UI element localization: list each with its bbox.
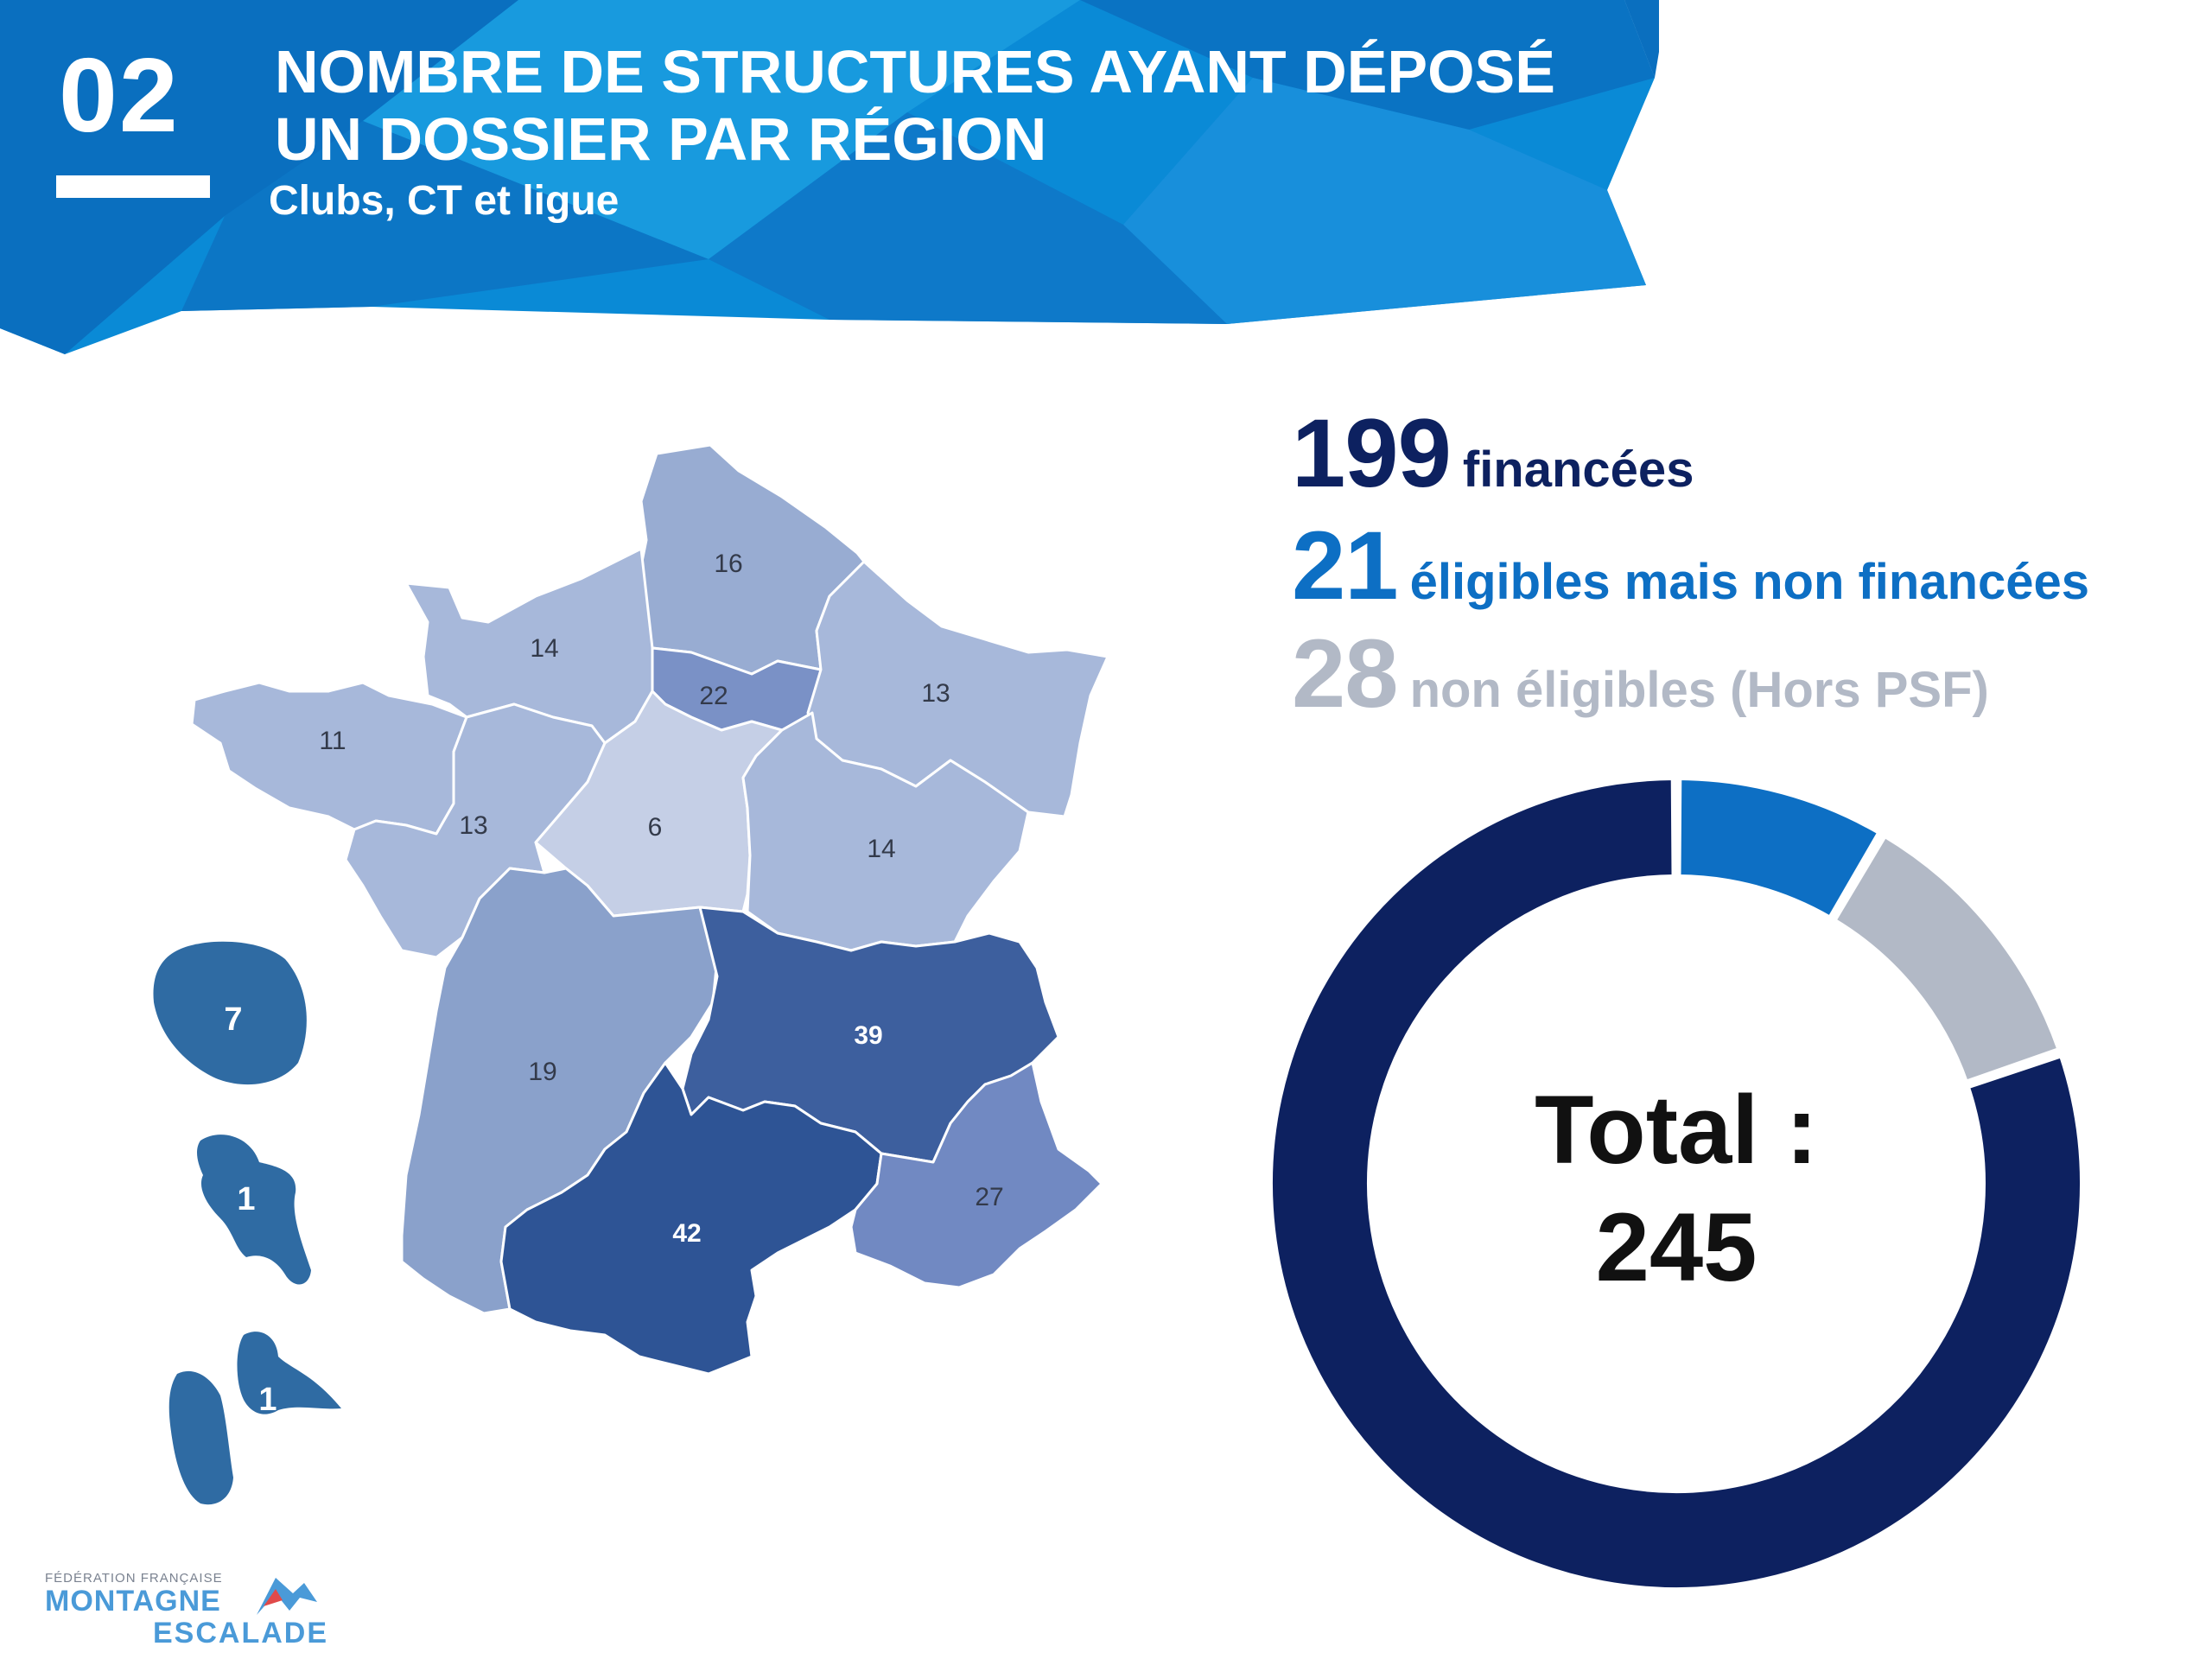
region-occitanie — [499, 1061, 883, 1376]
section-number: 02 — [59, 36, 180, 154]
stat-eligible-not-financed: 21 éligibles mais non financées — [1292, 510, 2089, 621]
donut-chart — [1268, 774, 2085, 1592]
map-label-provence-alpes-cote-dazur: 27 — [975, 1183, 1003, 1211]
section-rule — [56, 175, 210, 198]
stat-not-eligible-number: 28 — [1292, 620, 1399, 728]
map-label-occitanie: 42 — [672, 1219, 701, 1248]
map-label-bretagne: 11 — [319, 727, 346, 755]
overseas-regions — [153, 941, 341, 1505]
region-bretagne — [190, 681, 468, 836]
donut-slice-1 — [1830, 831, 2063, 1086]
stat-eligible-number: 21 — [1292, 512, 1399, 620]
map-label-centre-val-de-loire: 6 — [648, 813, 663, 842]
title-line-1: NOMBRE DE STRUCTURES AYANT DÉPOSÉ — [275, 38, 1555, 105]
donut-center-total: Total : 245 — [1417, 1071, 1936, 1306]
metropolitan-regions — [190, 443, 1109, 1376]
map-label-auvergne-rhone-alpes: 39 — [854, 1021, 882, 1050]
map-label-pays-de-la-loire: 13 — [459, 811, 487, 840]
map-label-nouvelle-aquitaine: 19 — [528, 1058, 556, 1086]
donut-total-label: Total : — [1535, 1076, 1818, 1184]
map-label-normandie: 14 — [530, 634, 558, 663]
logo-federation-text: FÉDÉRATION FRANÇAISE — [45, 1571, 223, 1586]
stat-financed-number: 199 — [1292, 399, 1452, 507]
map-label-bourgogne-franche-comte: 14 — [867, 835, 895, 863]
stat-not-eligible: 28 non éligibles (Hors PSF) — [1292, 618, 1989, 729]
stat-financed-label: financées — [1462, 442, 1694, 498]
donut-total-value: 245 — [1595, 1193, 1758, 1301]
map-label-martinique: 1 — [237, 1181, 255, 1217]
stat-not-eligible-label: non éligibles (Hors PSF) — [1409, 662, 1989, 718]
martinique-shape — [197, 1135, 311, 1285]
stat-eligible-label: éligibles mais non financées — [1409, 554, 2090, 610]
region-provence-alpes-cote-dazur — [849, 1061, 1103, 1289]
logo-montagne-text: MONTAGNE — [45, 1585, 221, 1618]
title-line-2: UN DOSSIER PAR RÉGION — [275, 105, 1047, 173]
logo-escalade-text: ESCALADE — [153, 1617, 329, 1649]
ffme-logo: FÉDÉRATION FRANÇAISE MONTAGNE ESCALADE — [45, 1571, 328, 1649]
map-label-hauts-de-france: 16 — [714, 550, 742, 578]
map-value-labels: 16 14 22 13 11 13 6 14 19 39 42 27 7 1 1 — [224, 550, 1003, 1418]
page-subtitle: Clubs, CT et ligue — [269, 178, 620, 224]
page-title: NOMBRE DE STRUCTURES AYANT DÉPOSÉ UN DOS… — [275, 38, 1555, 173]
region-bourgogne-franche-comte — [741, 711, 1030, 952]
reunion-shape — [153, 941, 307, 1085]
donut-slice-2 — [1268, 774, 2085, 1592]
map-label-reunion: 7 — [224, 1001, 242, 1038]
map-label-grand-est: 13 — [921, 679, 950, 708]
guadeloupe-shape — [168, 1332, 341, 1505]
donut-slice-0 — [1675, 774, 1884, 922]
logo-mountain-icon — [257, 1578, 317, 1615]
map-label-ile-de-france: 22 — [699, 682, 728, 710]
map-label-guadeloupe: 1 — [258, 1382, 276, 1418]
header-banner — [0, 0, 1659, 354]
stat-financed: 199 financées — [1292, 397, 1694, 509]
